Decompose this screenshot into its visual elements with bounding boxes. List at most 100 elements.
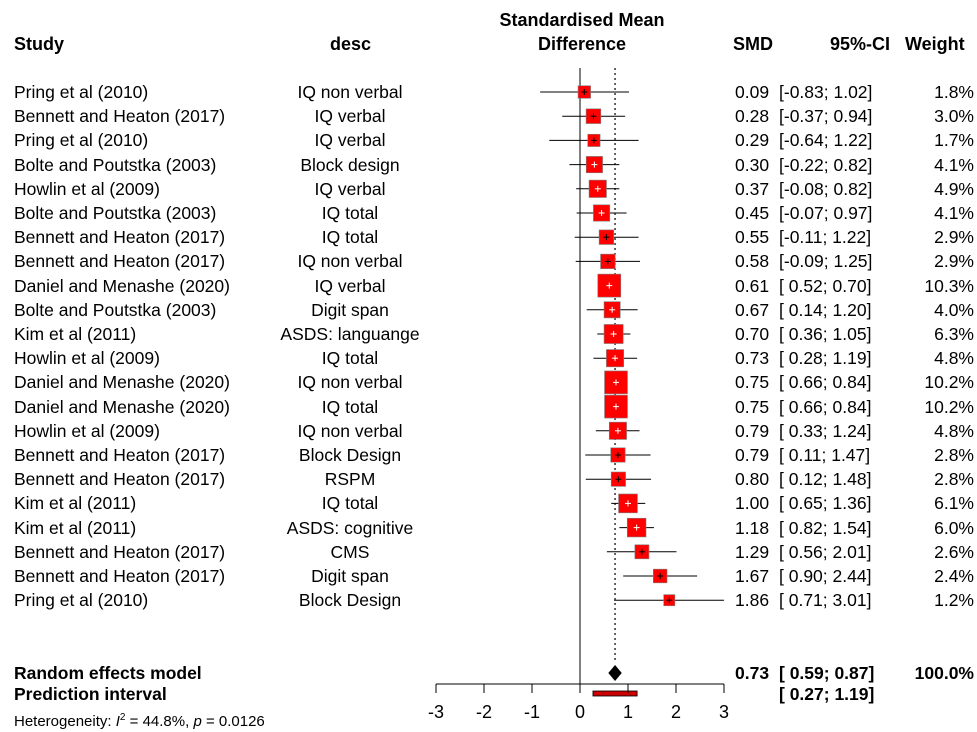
study-weight: 4.9% [934,178,974,199]
study-ci: [-0.08; 0.82] [779,178,873,199]
header-ci: 95%-CI [830,34,891,54]
study-desc: IQ verbal [314,130,386,151]
header-smd: SMD [733,34,773,54]
prediction-interval-ci: [ 0.27; 1.19] [779,684,875,704]
study-weight: 10.3% [924,275,974,296]
study-smd: 1.29 [735,541,770,562]
study-weight: 1.7% [934,130,974,151]
study-weight: 4.8% [934,348,974,369]
header-weight: Weight [905,34,965,54]
header-plot-line2: Difference [537,34,627,54]
study-smd: 1.00 [735,493,770,514]
study-desc: IQ total [321,203,379,223]
study-smd: 1.86 [735,590,770,611]
study-name: Bolte and Poutstka (2003) [14,154,217,175]
study-name: Bennett and Heaton (2017) [14,227,226,248]
study-weight: 10.2% [924,396,974,417]
random-effects-ci: [ 0.59; 0.87] [779,663,875,683]
study-name: Kim et al (2011) [14,324,137,344]
i2-symbol: I [115,713,120,730]
study-smd: 0.73 [735,348,770,369]
study-desc: IQ non verbal [297,251,403,272]
study-weight: 1.2% [934,590,974,611]
study-ci: [-0.07; 0.97] [779,203,873,223]
x-tick-label: 1 [623,702,633,722]
header-desc: desc [330,34,372,54]
study-ci: [ 0.65; 1.36] [779,493,872,514]
study-weight: 2.6% [934,541,974,562]
header-plot-line1: Standardised Mean [499,10,665,30]
study-weight: 6.1% [934,493,974,514]
study-smd: 0.30 [735,154,770,175]
study-desc: IQ total [321,396,379,417]
p-symbol: p [193,713,202,730]
study-desc: IQ verbal [314,178,386,199]
x-tick-label: 3 [719,702,729,722]
study-weight: 4.1% [934,203,974,223]
study-desc: IQ verbal [314,275,386,296]
prediction-interval-label: Prediction interval [14,684,167,704]
study-desc: IQ non verbal [297,82,403,102]
study-name: Bennett and Heaton (2017) [14,106,226,127]
study-weight: 2.8% [934,445,974,465]
study-name: Bolte and Poutstka (2003) [14,203,217,223]
study-name: Bennett and Heaton (2017) [14,541,226,562]
study-smd: 0.75 [735,396,770,417]
study-ci: [ 0.90; 2.44] [779,566,872,586]
study-desc: ASDS: cognitive [286,517,414,538]
study-ci: [ 0.28; 1.19] [779,348,872,369]
study-name: Bennett and Heaton (2017) [14,469,226,490]
random-effects-smd: 0.73 [735,663,770,683]
random-effects-diamond [608,665,622,681]
study-desc: IQ verbal [314,106,386,127]
i2-value: = 44.8%, [125,713,194,730]
study-weight: 2.9% [934,251,974,272]
study-ci: [ 0.11; 1.47] [779,445,871,465]
study-weight: 10.2% [924,372,974,393]
study-smd: 0.80 [735,469,770,490]
study-ci: [ 0.33; 1.24] [779,420,872,441]
study-smd: 0.79 [735,420,770,441]
study-name: Daniel and Menashe (2020) [14,396,230,417]
study-ci: [-0.83; 1.02] [779,82,873,102]
study-weight: 4.0% [934,299,974,320]
random-effects-weight: 100.0% [914,663,974,683]
study-desc: IQ non verbal [297,420,403,441]
study-desc: Block Design [298,590,402,611]
study-ci: [ 0.12; 1.48] [779,469,872,490]
study-ci: [-0.37; 0.94] [779,106,873,127]
study-desc: IQ total [321,348,379,369]
study-weight: 3.0% [934,106,974,127]
study-desc: IQ non verbal [297,372,403,393]
study-weight: 4.8% [934,420,974,441]
study-desc: Digit span [311,566,389,586]
study-name: Howlin et al (2009) [14,178,160,199]
study-name: Pring et al (2010) [14,590,149,611]
heterogeneity-text: Heterogeneity: I2 = 44.8%, p = 0.0126 [14,708,265,732]
p-value: = 0.0126 [201,713,265,730]
study-name: Howlin et al (2009) [14,348,160,369]
study-ci: [ 0.36; 1.05] [779,324,872,344]
study-smd: 0.09 [735,82,770,102]
study-desc: ASDS: languange [280,324,420,344]
study-smd: 0.37 [735,178,770,199]
study-ci: [ 0.66; 0.84] [779,372,872,393]
study-name: Kim et al (2011) [14,493,137,514]
study-ci: [ 0.82; 1.54] [779,517,872,538]
study-smd: 0.70 [735,324,770,344]
study-smd: 1.18 [735,517,770,538]
study-desc: Block design [300,154,400,175]
x-tick-label: -3 [428,702,444,722]
study-weight: 4.1% [934,154,974,175]
study-smd: 0.58 [735,251,770,272]
study-weight: 6.3% [934,324,974,344]
study-name: Bolte and Poutstka (2003) [14,299,217,320]
study-name: Bennett and Heaton (2017) [14,445,226,465]
study-smd: 0.45 [735,203,770,223]
study-name: Howlin et al (2009) [14,420,160,441]
study-ci: [ 0.71; 3.01] [779,590,872,611]
study-smd: 0.79 [735,445,770,465]
study-ci: [ 0.66; 0.84] [779,396,872,417]
x-tick-label: 0 [575,702,585,722]
study-weight: 2.4% [934,566,974,586]
